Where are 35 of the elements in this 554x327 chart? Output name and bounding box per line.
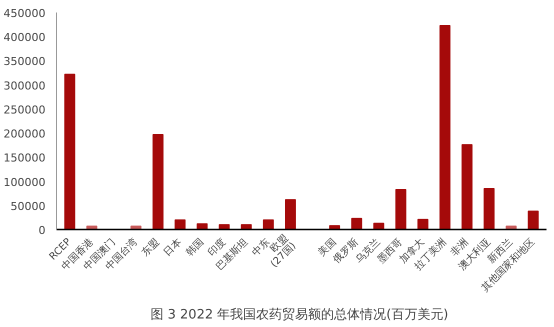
- y-tick-label: 400000: [4, 31, 46, 44]
- bar: [417, 218, 428, 230]
- y-tick-label: 250000: [4, 103, 46, 116]
- bar: [196, 223, 208, 230]
- bar: [152, 134, 164, 230]
- bar: [395, 188, 406, 230]
- y-tick-label: 200000: [4, 128, 46, 141]
- y-tick-label: 300000: [4, 79, 46, 92]
- y-tick-label: 100000: [4, 176, 46, 189]
- bar: [240, 224, 252, 230]
- y-tick-label: 0: [38, 224, 46, 237]
- bar: [174, 219, 186, 230]
- x-tick-label: 日本: [161, 236, 184, 259]
- y-tick-label: 150000: [4, 152, 46, 165]
- text: 图 3 2022 年我国农药贸易额的总体情况(百万美元): [150, 306, 448, 322]
- bar: [506, 226, 517, 230]
- x-tick-label: 韩国: [183, 236, 206, 259]
- x-tick-label: 欧盟 (27国): [268, 232, 298, 270]
- bar: [462, 144, 473, 230]
- bar: [440, 25, 450, 230]
- bar: [130, 226, 142, 230]
- bar: [484, 188, 495, 230]
- bar: [373, 222, 384, 230]
- bar: [262, 219, 274, 230]
- bar: [329, 225, 340, 230]
- bar: [285, 199, 296, 230]
- bar: [218, 224, 230, 230]
- y-tick-label: 50000: [10, 200, 46, 213]
- y-tick-label: 350000: [4, 55, 46, 68]
- y-tick-label: 450000: [4, 7, 46, 20]
- bar: [351, 218, 362, 230]
- x-tick-label: 东盟: [139, 236, 162, 259]
- bar: [64, 74, 76, 230]
- bar: [86, 226, 98, 230]
- bar: [528, 210, 539, 230]
